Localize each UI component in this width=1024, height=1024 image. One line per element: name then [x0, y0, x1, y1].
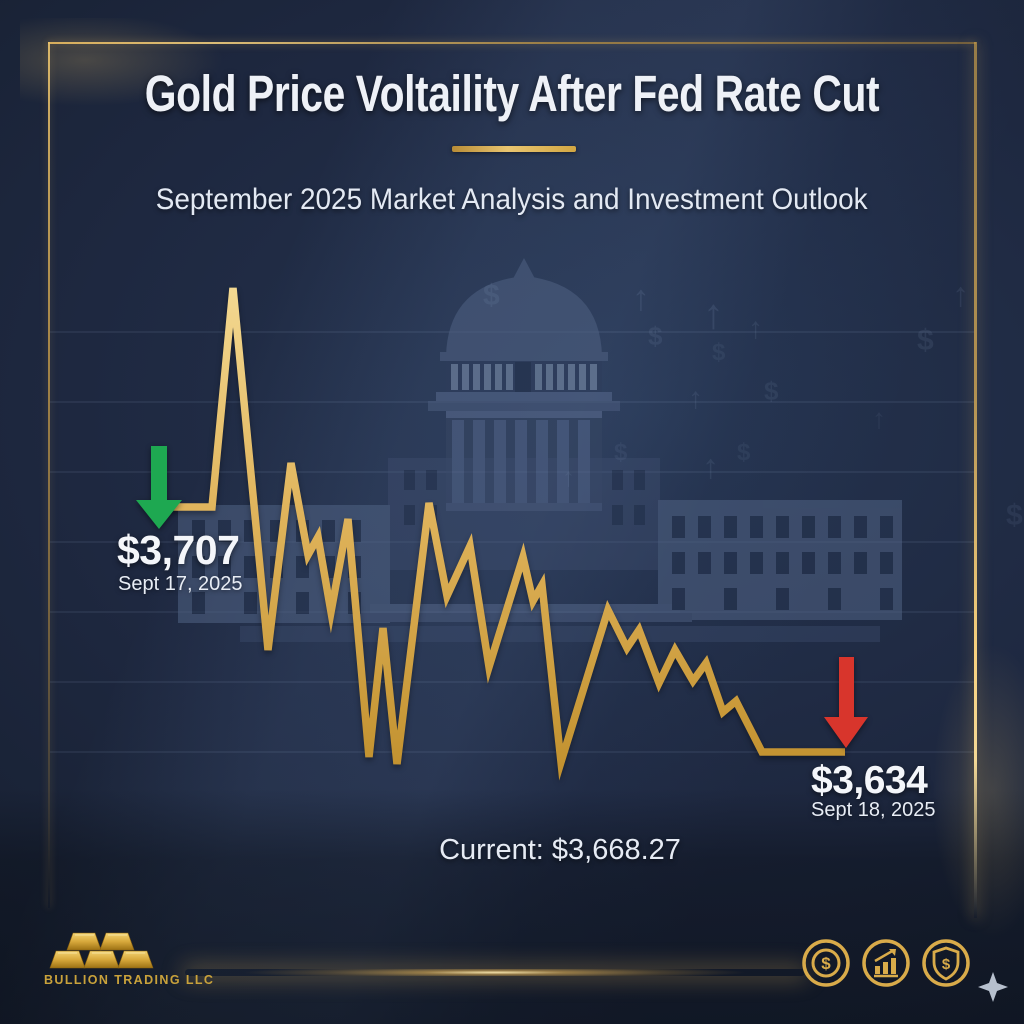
bottom-gold-flare — [185, 969, 805, 976]
svg-text:↑: ↑ — [702, 448, 719, 486]
portico-columns — [452, 420, 590, 503]
svg-text:$: $ — [614, 439, 628, 466]
growth-chart-icon — [862, 939, 910, 987]
page-title: Gold Price Voltaility After Fed Rate Cut — [144, 65, 880, 122]
footer-icon-row: $ $ — [800, 937, 972, 989]
gold-price-line — [160, 287, 845, 781]
date-sept18: Sept 18, 2025 — [811, 799, 936, 821]
svg-text:$: $ — [942, 956, 951, 973]
frame-right-border — [974, 42, 977, 918]
price-sept17: $3,707 — [117, 527, 240, 573]
title-divider — [452, 146, 576, 152]
svg-text:↑: ↑ — [748, 312, 763, 345]
svg-text:$: $ — [1006, 499, 1023, 532]
current-price-label: Current: $3,668.27 — [439, 834, 681, 866]
frame-top-border — [48, 42, 976, 44]
frame-left-border — [48, 42, 50, 908]
price-sept18: $3,634 — [811, 759, 928, 802]
svg-text:$: $ — [821, 954, 831, 973]
svg-text:$: $ — [483, 279, 500, 312]
svg-text:↑: ↑ — [632, 277, 650, 318]
gold-bars-logo — [49, 932, 154, 969]
svg-text:↑: ↑ — [703, 290, 724, 337]
svg-text:↑: ↑ — [688, 382, 703, 415]
svg-text:↑: ↑ — [872, 403, 886, 434]
page-subtitle: September 2025 Market Analysis and Inves… — [156, 183, 868, 216]
svg-text:$: $ — [737, 439, 751, 466]
svg-text:$: $ — [764, 376, 779, 406]
svg-text:$: $ — [917, 324, 934, 357]
svg-text:$: $ — [648, 321, 663, 351]
brand-name: BULLION TRADING LLC — [44, 973, 215, 987]
sparkle-icon — [978, 972, 1008, 1002]
svg-text:$: $ — [712, 339, 726, 366]
date-sept17: Sept 17, 2025 — [118, 573, 243, 595]
svg-text:↑: ↑ — [952, 276, 969, 314]
dome-colonnade — [451, 362, 597, 392]
background-symbols: $ ↑$ ↑ ↑$↑ $↑ $$↑$↑$↑ — [483, 276, 1023, 532]
green-down-arrow-icon — [136, 446, 182, 529]
red-down-arrow-icon — [824, 657, 868, 748]
shield-dollar-icon: $ — [922, 939, 970, 987]
dollar-coin-icon: $ — [802, 939, 850, 987]
svg-text:↑: ↑ — [562, 462, 575, 492]
